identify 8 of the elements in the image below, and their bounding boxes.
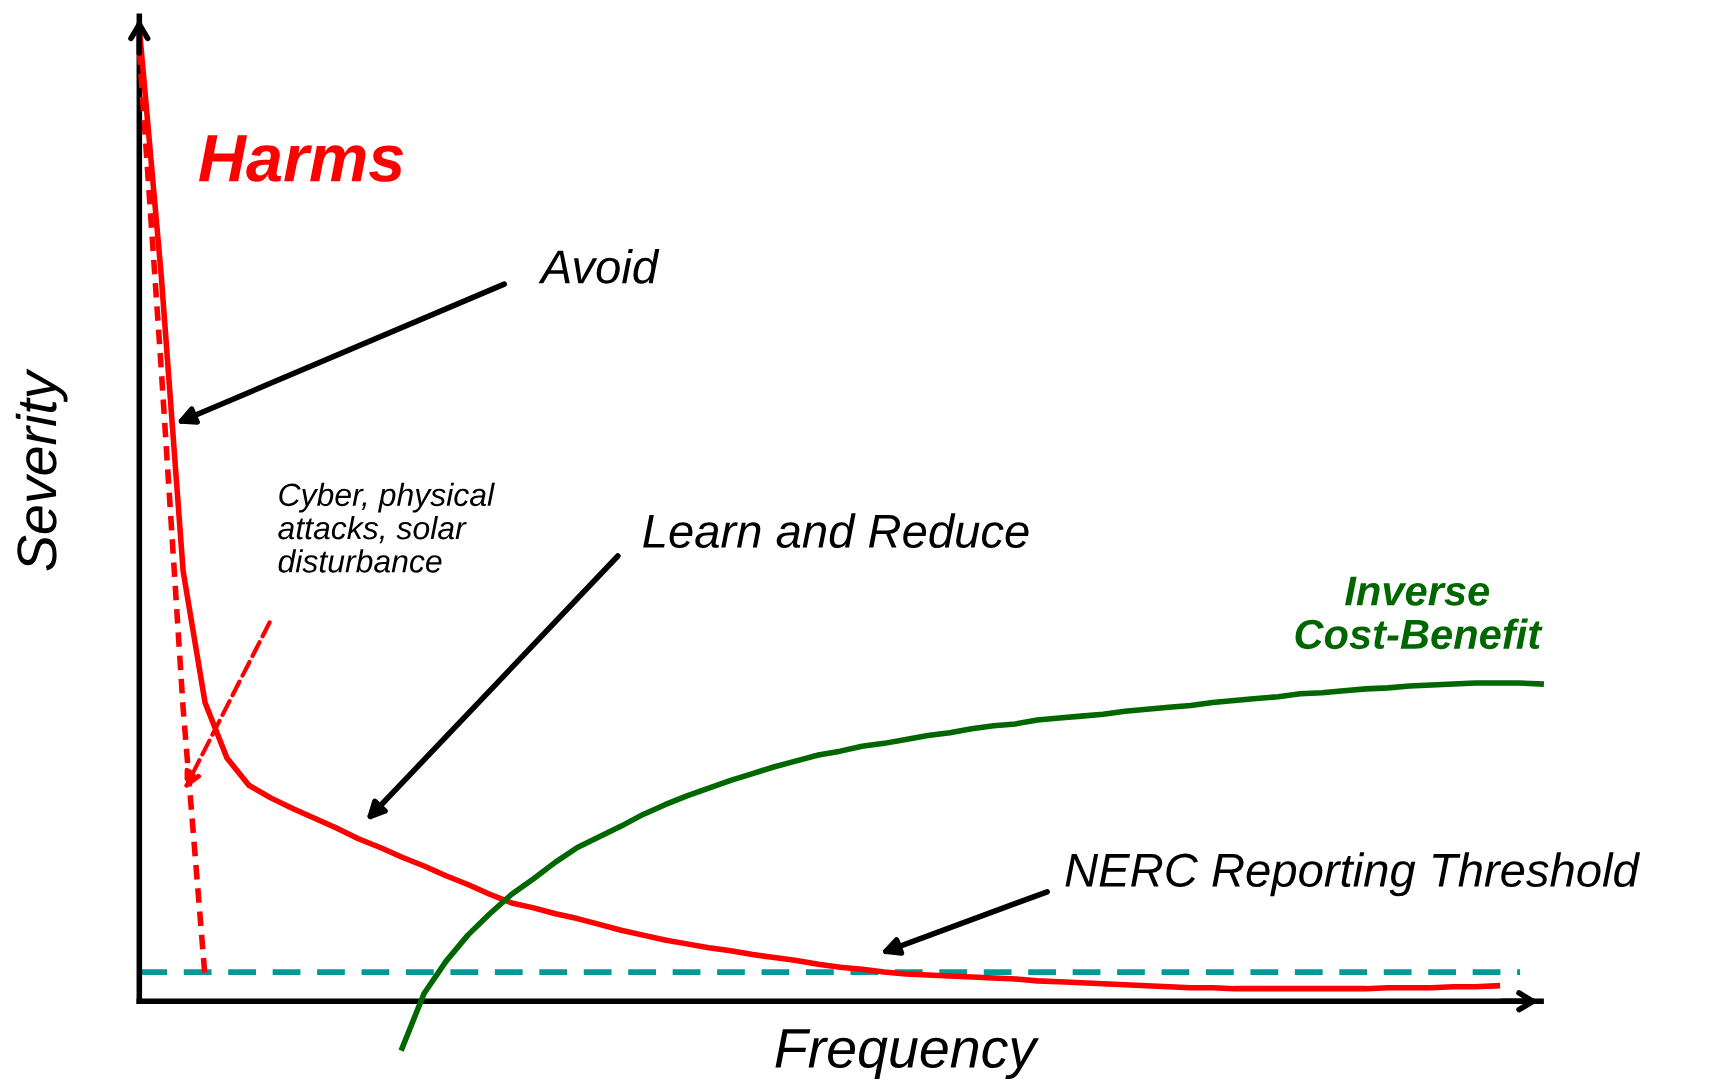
annotation: Cyber, physical attacks, solar disturbance <box>278 482 495 573</box>
x-axis-title: Frequency <box>775 1029 1040 1080</box>
annotation: Learn and Reduce <box>643 513 1029 549</box>
ref-line-label: NERC Reporting Threshold <box>1065 852 1641 897</box>
y-axis-title: Severity <box>15 368 68 571</box>
series-label: Harms <box>198 135 404 182</box>
series-label: Inverse Cost-Benefit <box>1295 576 1543 650</box>
annotation: Avoid <box>538 248 660 284</box>
